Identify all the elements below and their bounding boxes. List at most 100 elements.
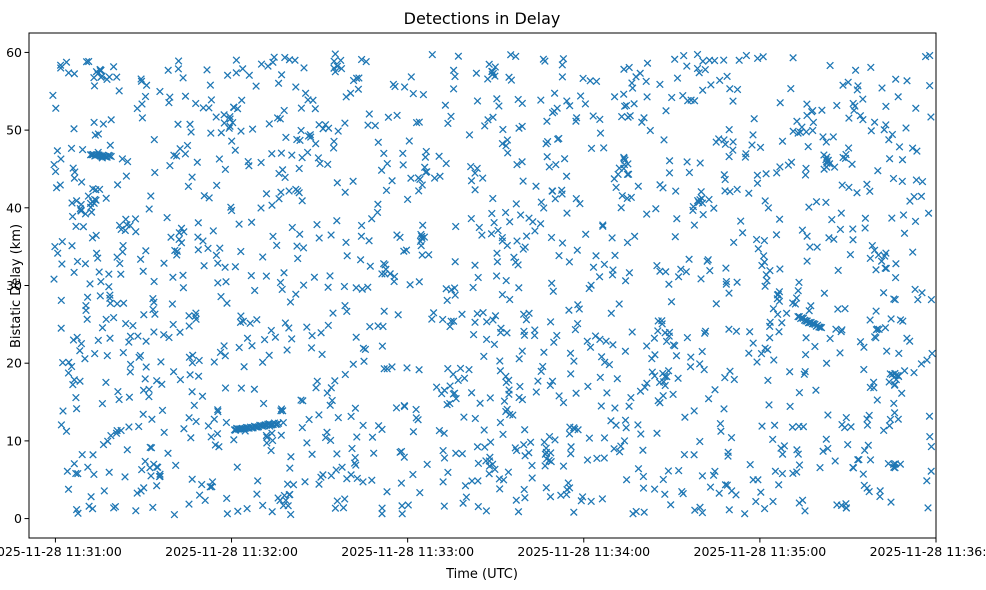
- detection-marker: [84, 463, 92, 471]
- detection-marker: [122, 215, 130, 224]
- detection-marker: [831, 457, 839, 465]
- detection-marker: [407, 73, 416, 81]
- detection-marker: [499, 430, 507, 439]
- detection-marker: [521, 452, 529, 460]
- detection-marker: [221, 165, 230, 174]
- detection-marker: [183, 141, 192, 150]
- detection-marker: [200, 261, 208, 270]
- detection-marker: [712, 138, 720, 146]
- detection-marker: [927, 113, 935, 121]
- detection-marker: [404, 501, 413, 509]
- detection-marker: [383, 365, 391, 373]
- detection-marker: [630, 100, 638, 108]
- detection-marker: [822, 198, 830, 207]
- detection-marker: [67, 144, 76, 153]
- detection-marker: [102, 315, 110, 324]
- detection-marker: [540, 348, 548, 357]
- detection-marker: [716, 419, 725, 428]
- detection-marker: [795, 278, 803, 287]
- detection-marker: [490, 340, 499, 349]
- detection-marker: [695, 68, 703, 77]
- detection-marker: [839, 81, 847, 89]
- detection-marker: [866, 456, 875, 464]
- detection-marker: [885, 135, 893, 144]
- detection-marker: [277, 71, 286, 79]
- detection-marker: [146, 463, 154, 472]
- detection-marker: [274, 79, 283, 88]
- detection-marker: [887, 315, 895, 323]
- detection-marker: [495, 102, 503, 110]
- detection-marker: [180, 228, 188, 236]
- detection-marker: [712, 300, 721, 308]
- detection-marker: [765, 333, 774, 342]
- detection-marker: [258, 358, 267, 367]
- detection-marker: [188, 475, 196, 483]
- detection-marker: [700, 365, 708, 374]
- detection-marker: [84, 57, 93, 66]
- detection-marker: [889, 460, 898, 469]
- detection-marker: [399, 149, 407, 158]
- detection-marker: [669, 390, 677, 399]
- detection-marker: [123, 221, 131, 229]
- detection-marker: [436, 172, 444, 181]
- detection-marker: [512, 446, 521, 455]
- detection-marker: [543, 117, 551, 126]
- detection-marker: [542, 455, 551, 463]
- detection-marker: [473, 443, 482, 451]
- detection-marker: [538, 362, 547, 371]
- detection-marker: [199, 237, 207, 245]
- detection-marker: [204, 422, 213, 430]
- detection-marker: [664, 467, 673, 475]
- detection-marker: [277, 407, 285, 415]
- detection-marker: [491, 465, 499, 474]
- detection-marker: [546, 381, 555, 390]
- detection-marker: [323, 428, 331, 437]
- detection-marker: [589, 112, 597, 120]
- detection-marker: [88, 504, 97, 513]
- detection-marker: [656, 181, 664, 189]
- detection-marker: [825, 234, 833, 242]
- detection-marker: [359, 344, 368, 353]
- detection-marker: [243, 504, 251, 513]
- detection-marker: [846, 250, 855, 259]
- detection-marker: [223, 71, 232, 80]
- detection-marker: [454, 376, 462, 385]
- detection-marker: [147, 472, 155, 480]
- detection-marker: [200, 191, 209, 200]
- detection-marker: [414, 415, 422, 424]
- detection-marker: [551, 436, 559, 444]
- detection-marker: [194, 233, 202, 241]
- detection-marker: [351, 453, 359, 462]
- detection-marker: [842, 150, 850, 159]
- detection-marker: [620, 437, 629, 445]
- detection-marker: [803, 232, 811, 240]
- detection-marker: [474, 477, 482, 485]
- detection-marker: [301, 478, 309, 486]
- detection-marker: [273, 114, 282, 122]
- detection-marker: [879, 288, 888, 297]
- detection-marker: [693, 50, 702, 59]
- detection-marker: [768, 435, 777, 444]
- detection-marker: [97, 277, 105, 286]
- detection-marker: [520, 485, 528, 494]
- detection-marker: [617, 442, 625, 450]
- detection-marker: [275, 169, 283, 178]
- detection-marker: [854, 82, 862, 90]
- detection-marker: [570, 508, 578, 516]
- detection-marker: [380, 307, 388, 315]
- detection-marker: [787, 158, 796, 166]
- detection-marker: [537, 367, 545, 376]
- detection-marker: [62, 427, 71, 436]
- detection-marker: [311, 104, 320, 113]
- detection-marker: [386, 270, 394, 278]
- detection-marker: [215, 155, 224, 163]
- detection-marker: [217, 292, 225, 301]
- detection-marker: [444, 468, 452, 477]
- detection-marker: [192, 315, 200, 324]
- detection-marker: [321, 120, 330, 129]
- detection-marker: [287, 452, 295, 461]
- detection-marker: [867, 63, 875, 72]
- detection-marker: [586, 343, 595, 352]
- detection-marker: [368, 476, 376, 484]
- detection-marker: [214, 279, 222, 287]
